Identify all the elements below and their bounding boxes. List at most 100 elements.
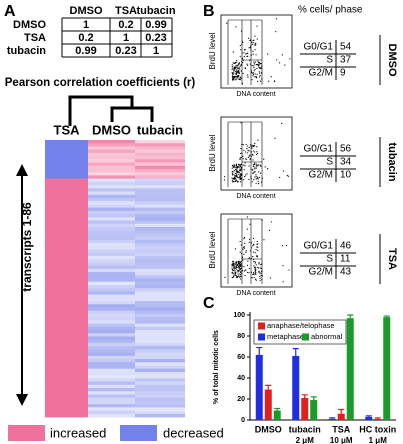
heatmap-cell xyxy=(135,175,185,180)
bar xyxy=(374,418,382,420)
heatmap-cell xyxy=(88,391,135,395)
scatter-dot xyxy=(235,271,237,273)
scatter-dot xyxy=(252,154,254,156)
scatter-dot xyxy=(255,174,257,176)
scatter-dot xyxy=(254,266,257,268)
heatmap-cell xyxy=(88,165,135,170)
heatmap-cell xyxy=(88,317,135,321)
phase-value: 46 xyxy=(340,241,352,252)
scatter-dot xyxy=(240,263,242,265)
scatter-dot xyxy=(232,262,234,264)
scatter-dot xyxy=(259,272,261,274)
scatter-dot xyxy=(240,173,242,175)
heatmap-cell xyxy=(135,362,185,366)
table-rule xyxy=(300,239,356,279)
heatmap-cell xyxy=(135,346,185,350)
heatmap-cell xyxy=(135,204,185,209)
table-cell: 0.99 xyxy=(145,19,166,31)
scatter-dot xyxy=(255,75,257,78)
scatter-dot xyxy=(239,77,241,79)
heatmap-cell xyxy=(88,275,135,279)
scatter-dot xyxy=(233,164,235,166)
heatmap-cell xyxy=(88,336,135,341)
heatmap-cell xyxy=(88,362,135,366)
scatter-dot xyxy=(233,166,235,168)
error-bar xyxy=(301,394,308,398)
scatter-dot xyxy=(236,71,238,73)
scatter-dot xyxy=(233,169,235,172)
bar xyxy=(273,410,281,420)
panel-label: C xyxy=(203,295,215,312)
condition-label: TSA xyxy=(386,248,398,270)
heatmap-cell xyxy=(88,397,135,402)
scatter-dot xyxy=(243,247,246,249)
scatter-dot xyxy=(223,179,225,181)
scatter-dot xyxy=(234,62,236,65)
heatmap-column-label: tubacin xyxy=(137,122,183,137)
legend-label: metaphase xyxy=(267,332,304,341)
scatter-dot xyxy=(236,264,238,266)
scatter-dot xyxy=(246,271,249,274)
heatmap-cell xyxy=(45,320,88,324)
scatter-dot xyxy=(254,76,256,78)
heatmap-cell xyxy=(88,368,135,373)
scatter-dot xyxy=(234,72,236,74)
table-cell: 0.99 xyxy=(75,45,96,57)
scatter-dot xyxy=(254,162,256,164)
heatmap-cell xyxy=(135,259,185,263)
phase-label: S xyxy=(326,157,333,168)
heatmap-cell xyxy=(88,178,135,183)
scatter-dot xyxy=(232,276,235,278)
scatter-dot xyxy=(257,60,259,62)
scatter-dot xyxy=(233,165,235,167)
scatter-dot xyxy=(231,79,234,81)
heatmap-cell xyxy=(135,140,185,144)
scatter-dot xyxy=(282,170,285,172)
scatter-dot xyxy=(259,72,261,74)
x-axis-label: DNA content xyxy=(236,91,275,98)
heatmap-cell xyxy=(45,281,88,286)
scatter-dot xyxy=(251,64,253,67)
scatter-dot xyxy=(252,256,254,258)
heatmap-cell xyxy=(135,297,185,302)
scatter-dot xyxy=(249,223,251,225)
scatter-dot xyxy=(282,265,284,267)
scatter-dot xyxy=(239,79,241,81)
error-bar xyxy=(347,314,354,319)
scatter-dot xyxy=(239,164,241,166)
scatter-dot xyxy=(253,273,255,275)
scatter-dot xyxy=(251,43,253,45)
gate xyxy=(227,218,263,284)
scatter-dot xyxy=(237,261,239,263)
scatter-dot xyxy=(249,250,251,252)
heatmap-cell xyxy=(135,217,185,221)
scatter-dot xyxy=(237,177,239,179)
x-tick-sublabel: 1 μM xyxy=(369,436,388,444)
scatter-dot xyxy=(256,151,258,153)
x-tick-sublabel: 10 μM xyxy=(330,436,353,444)
scatter-dot xyxy=(235,266,237,268)
heatmap-cell xyxy=(135,230,185,234)
heatmap-cell xyxy=(45,265,88,270)
scatter-dot xyxy=(252,169,254,171)
scatter-dot xyxy=(256,177,258,180)
scatter-dot xyxy=(232,261,235,263)
scatter-dot xyxy=(279,62,281,64)
scatter-dot xyxy=(234,172,237,175)
heatmap-cell xyxy=(45,371,88,376)
scatter-dot xyxy=(254,176,256,178)
scatter-dot xyxy=(251,277,253,279)
bar xyxy=(383,317,391,420)
scatter-dot xyxy=(254,261,256,263)
scatter-dot xyxy=(254,171,256,173)
scatter-dot xyxy=(243,56,245,58)
heatmap-cell xyxy=(135,304,185,308)
phase-value: 37 xyxy=(340,55,352,66)
scatter-dot xyxy=(249,158,251,160)
scatter-dot xyxy=(253,145,256,147)
heatmap-cell xyxy=(135,268,185,273)
heatmap-cell xyxy=(135,317,185,321)
heatmap-cell xyxy=(45,333,88,337)
table-cell: 0.23 xyxy=(115,45,136,57)
heatmap-cell xyxy=(45,355,88,360)
